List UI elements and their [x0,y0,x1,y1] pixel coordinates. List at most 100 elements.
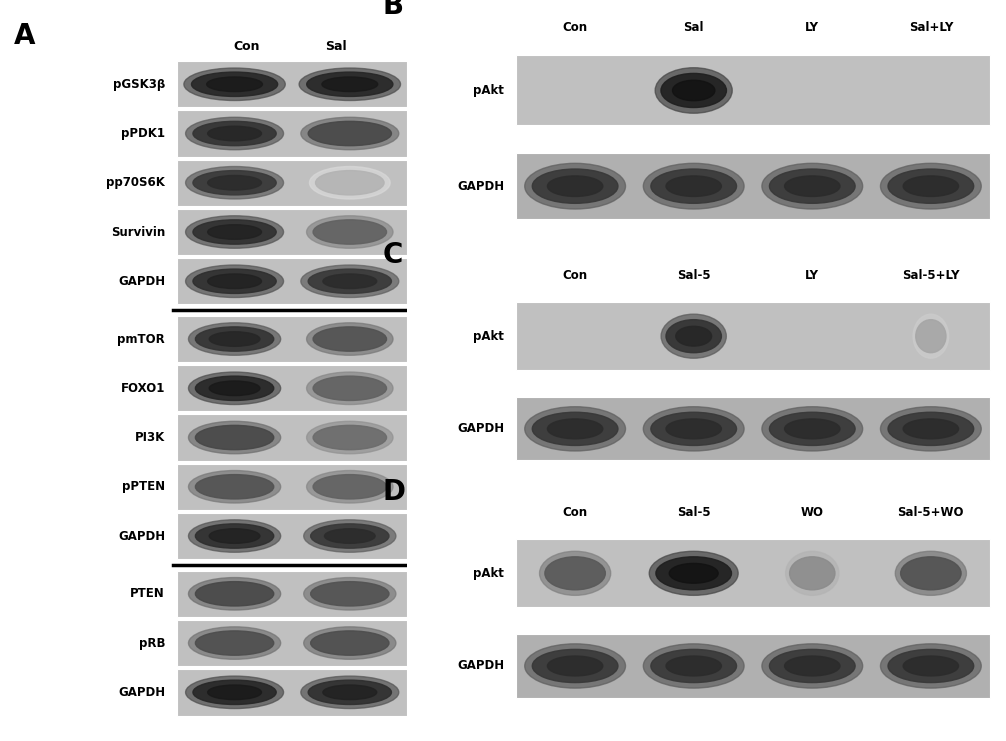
Ellipse shape [301,117,398,150]
Text: Sal-5+WO: Sal-5+WO [897,506,964,519]
Ellipse shape [185,265,284,297]
Ellipse shape [643,407,744,451]
Ellipse shape [762,407,863,451]
Text: GAPDH: GAPDH [118,275,165,288]
Text: Sal: Sal [325,40,347,53]
Bar [516,539,990,607]
Ellipse shape [193,170,277,195]
Text: Sal: Sal [683,21,704,34]
Ellipse shape [547,656,603,676]
Text: A: A [14,22,35,50]
Ellipse shape [313,425,386,450]
Ellipse shape [195,376,274,400]
Ellipse shape [301,676,398,708]
Ellipse shape [301,265,398,297]
Ellipse shape [785,419,840,439]
Text: Con: Con [562,506,588,519]
Ellipse shape [323,685,377,700]
Ellipse shape [195,631,274,655]
Text: Con: Con [233,40,260,53]
Ellipse shape [188,577,281,610]
Text: Survivin: Survivin [111,225,165,239]
Ellipse shape [195,582,274,606]
Ellipse shape [666,656,721,676]
Ellipse shape [880,644,981,688]
Ellipse shape [770,169,855,203]
Ellipse shape [661,73,726,107]
Bar [516,397,990,460]
Ellipse shape [903,419,959,439]
Ellipse shape [185,167,284,199]
Bar [516,634,990,697]
Ellipse shape [900,556,961,590]
Ellipse shape [308,680,391,705]
Bar [177,513,407,559]
Ellipse shape [651,412,736,445]
Ellipse shape [547,419,603,439]
Bar [516,56,990,125]
Text: pAkt: pAkt [474,84,504,97]
Ellipse shape [655,67,732,113]
Ellipse shape [313,220,386,245]
Ellipse shape [307,372,393,405]
Ellipse shape [762,644,863,688]
Text: GAPDH: GAPDH [457,179,504,193]
Ellipse shape [785,656,840,676]
Ellipse shape [676,326,711,346]
Ellipse shape [525,163,626,209]
Text: Con: Con [562,269,588,282]
Ellipse shape [539,551,611,595]
Ellipse shape [323,274,377,288]
Ellipse shape [770,412,855,445]
Bar [177,571,407,617]
Ellipse shape [666,176,721,196]
Ellipse shape [532,412,618,445]
Ellipse shape [209,529,260,543]
Bar [177,209,407,255]
Text: Con: Con [562,21,588,34]
Ellipse shape [672,80,715,101]
Text: pPTEN: pPTEN [122,480,165,494]
Ellipse shape [661,314,726,358]
Ellipse shape [913,314,949,358]
Ellipse shape [188,422,281,453]
Ellipse shape [895,551,967,595]
Ellipse shape [307,72,393,96]
Bar [177,464,407,510]
Ellipse shape [207,274,262,288]
Ellipse shape [785,176,840,196]
Ellipse shape [311,631,389,655]
Ellipse shape [888,412,974,445]
Ellipse shape [207,126,262,141]
Ellipse shape [666,319,721,353]
Ellipse shape [209,381,260,396]
Ellipse shape [545,556,606,590]
Ellipse shape [193,680,277,705]
Text: Sal-5: Sal-5 [677,506,710,519]
Ellipse shape [307,471,393,503]
Ellipse shape [325,529,375,543]
Ellipse shape [299,68,400,101]
Text: C: C [382,242,403,269]
Text: GAPDH: GAPDH [118,686,165,699]
Ellipse shape [880,407,981,451]
Ellipse shape [304,627,396,659]
Ellipse shape [643,163,744,209]
Ellipse shape [790,556,835,590]
Ellipse shape [643,644,744,688]
Ellipse shape [880,163,981,209]
Ellipse shape [188,372,281,405]
Text: Sal-5: Sal-5 [677,269,710,282]
Ellipse shape [307,216,393,248]
Ellipse shape [656,556,731,590]
Ellipse shape [185,216,284,248]
Bar [177,669,407,716]
Ellipse shape [770,649,855,682]
Bar [177,316,407,362]
Bar [177,414,407,461]
Bar [177,110,407,156]
Bar [177,258,407,305]
Ellipse shape [532,169,618,203]
Ellipse shape [888,169,974,203]
Ellipse shape [195,524,274,548]
